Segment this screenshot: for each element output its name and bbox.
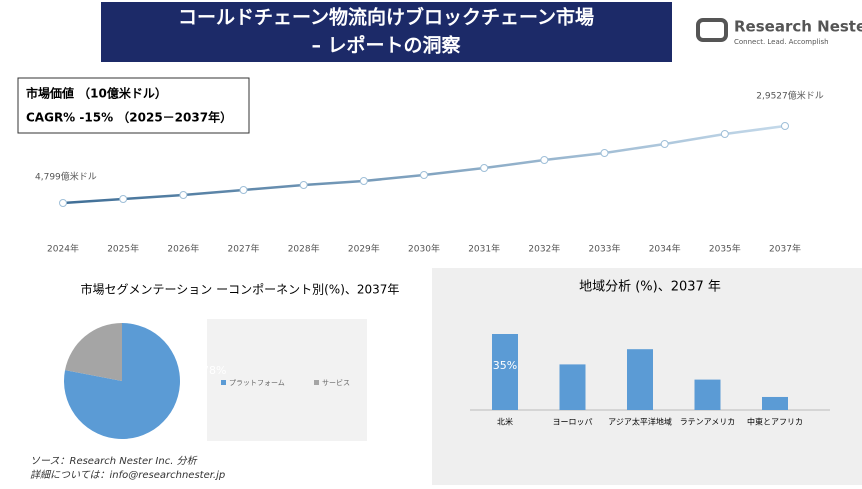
data-label: 2,9527億米ドル xyxy=(756,90,824,102)
legend-label: プラットフォーム xyxy=(229,379,285,387)
x-tick-label: アジア太平洋地域 xyxy=(608,417,672,427)
info-box xyxy=(17,77,250,134)
x-tick-label: 2037年 xyxy=(769,243,801,255)
x-tick-label: 2031年 xyxy=(468,243,500,255)
point xyxy=(720,130,729,139)
point xyxy=(660,140,669,149)
x-tick-label: 2025年 xyxy=(107,243,139,255)
x-tick-label: 2032年 xyxy=(528,243,560,255)
point xyxy=(119,195,128,204)
x-tick-label: 2029年 xyxy=(348,243,380,255)
x-tick-label: 2034年 xyxy=(649,243,681,255)
bar xyxy=(762,396,788,410)
x-tick-label: ラテンアメリカ xyxy=(680,418,736,427)
chart-title: 市場セグメンテーション ーコンポーネント別(%)、2037年 xyxy=(81,282,400,297)
x-tick-label: 中東とアフリカ xyxy=(747,417,803,427)
x-tick-label: 2027年 xyxy=(228,243,260,255)
bar xyxy=(492,334,518,410)
x-tick-label: 2030年 xyxy=(408,243,440,255)
point xyxy=(480,164,489,173)
legend-swatch xyxy=(314,380,319,385)
chart-title: 地域分析 (%)、2037 年 xyxy=(579,280,721,295)
source: ソース：Research Nester Inc. 分析 xyxy=(30,455,198,467)
logo-tagline: Connect. Lead. Accomplish xyxy=(734,38,829,46)
info-text: CAGR% -15% （2025－2037年） xyxy=(26,110,232,125)
data-label: 35% xyxy=(493,359,517,372)
x-tick-label: 2028年 xyxy=(288,243,320,255)
point xyxy=(420,171,428,180)
x-tick-label: 2033年 xyxy=(589,243,621,255)
x-tick-label: ヨーロッパ xyxy=(553,418,593,427)
x-tick-label: 2026年 xyxy=(167,243,199,255)
title: コールドチェーン物流向けブロックチェーン市場 xyxy=(178,6,594,29)
legend-label: サービス xyxy=(322,378,350,387)
title: – レポートの洞察 xyxy=(311,34,461,57)
point xyxy=(359,177,368,186)
x-tick-label: 2024年 xyxy=(47,243,79,255)
legend-swatch xyxy=(221,380,226,385)
point xyxy=(600,149,609,158)
title-box xyxy=(101,2,672,62)
point xyxy=(781,122,789,130)
logo-name: Research Nester xyxy=(734,18,862,36)
point xyxy=(540,156,549,165)
info-text: 市場価値 （10億米ドル） xyxy=(26,86,167,101)
bar xyxy=(559,364,586,410)
data-label: 4,799億米ドル xyxy=(35,171,97,183)
bar xyxy=(694,379,721,410)
x-tick-label: 2035年 xyxy=(709,243,741,255)
data-label: 78% xyxy=(202,364,226,377)
point xyxy=(239,186,248,195)
logo-icon xyxy=(696,18,728,42)
legend-box xyxy=(207,319,367,441)
pie-slice xyxy=(65,323,122,381)
point xyxy=(59,199,67,207)
contact: 詳細については：info@researchnester.jp xyxy=(30,469,225,481)
x-tick-label: 北米 xyxy=(497,417,513,427)
point xyxy=(179,191,188,200)
bar xyxy=(627,349,653,410)
point xyxy=(299,181,308,190)
